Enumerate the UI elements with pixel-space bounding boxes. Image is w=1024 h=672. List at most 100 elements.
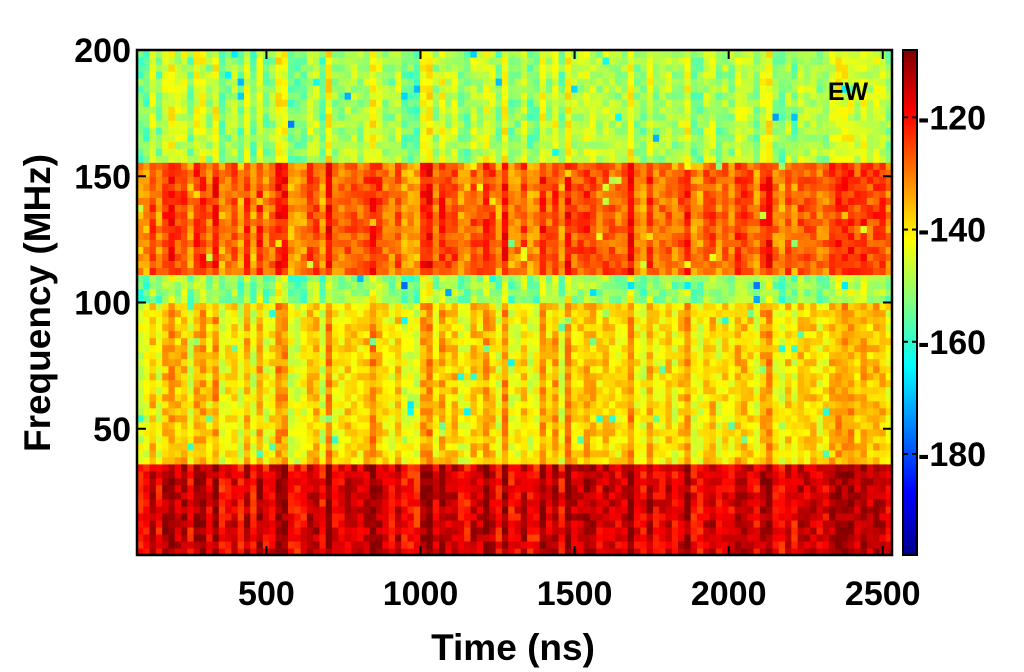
heatmap-cell [388, 99, 396, 107]
heatmap-cell [401, 337, 409, 346]
heatmap-cell [564, 330, 572, 339]
heatmap-cell [155, 92, 163, 100]
heatmap-cell [445, 316, 453, 325]
heatmap-cell [137, 365, 144, 374]
heatmap-cell [489, 204, 497, 212]
heatmap-cell [155, 260, 163, 269]
heatmap-cell [306, 232, 314, 240]
heatmap-cell [212, 183, 220, 191]
heatmap-cell [294, 162, 302, 170]
heatmap-cell [363, 71, 371, 79]
heatmap-cell [199, 512, 207, 521]
heatmap-cell [533, 351, 541, 360]
heatmap-cell [281, 393, 289, 402]
heatmap-cell [350, 71, 358, 79]
heatmap-cell [451, 225, 459, 233]
heatmap-cell [369, 407, 377, 416]
heatmap-cell [363, 302, 371, 311]
heatmap-cell [149, 169, 157, 177]
heatmap-cell [338, 218, 346, 226]
heatmap-cell [388, 274, 396, 283]
heatmap-cell [520, 288, 528, 297]
heatmap-cell [376, 484, 383, 493]
heatmap-cell [174, 526, 182, 535]
heatmap-cell [168, 456, 176, 465]
heatmap-cell [501, 309, 509, 318]
heatmap-cell [225, 463, 232, 472]
heatmap-cell [369, 372, 377, 381]
heatmap-cell [533, 302, 541, 311]
heatmap-cell [155, 463, 163, 472]
heatmap-cell [508, 218, 516, 226]
heatmap-cell [231, 239, 239, 247]
heatmap-cell [520, 330, 528, 339]
heatmap-cell [539, 78, 547, 86]
heatmap-cell [269, 183, 277, 191]
heatmap-cell [275, 85, 283, 93]
heatmap-cell [432, 127, 440, 135]
heatmap-cell [369, 386, 377, 395]
heatmap-cell [162, 344, 170, 353]
heatmap-cell [545, 50, 553, 58]
heatmap-cell [294, 400, 302, 409]
heatmap-cell [520, 190, 528, 198]
heatmap-cell [483, 120, 490, 128]
heatmap-cell [344, 386, 352, 395]
heatmap-cell [332, 274, 339, 283]
heatmap-cell [338, 323, 346, 332]
heatmap-cell [143, 253, 151, 262]
heatmap-cell [294, 190, 302, 198]
heatmap-cell [539, 358, 547, 367]
heatmap-cell [250, 50, 258, 58]
heatmap-cell [413, 421, 421, 430]
heatmap-cell [225, 225, 232, 233]
heatmap-cell [300, 176, 308, 184]
heatmap-cell [269, 316, 277, 325]
heatmap-cell [545, 288, 553, 297]
heatmap-cell [533, 470, 541, 479]
heatmap-cell [401, 491, 409, 500]
heatmap-cell [564, 463, 572, 472]
heatmap-cell [225, 120, 232, 128]
heatmap-cell [168, 547, 176, 555]
heatmap-cell [508, 71, 516, 79]
heatmap-cell [514, 253, 522, 262]
heatmap-cell [325, 85, 333, 93]
heatmap-cell [338, 78, 346, 86]
heatmap-cell [181, 190, 188, 198]
heatmap-cell [243, 498, 251, 507]
heatmap-cell [243, 337, 251, 346]
heatmap-cell [407, 85, 415, 93]
heatmap-cell [300, 428, 308, 437]
heatmap-cell [483, 484, 490, 493]
heatmap-cell [527, 260, 534, 269]
heatmap-cell [470, 323, 478, 332]
heatmap-cell [212, 449, 220, 458]
heatmap-cell [187, 176, 195, 184]
heatmap-cell [394, 421, 402, 430]
heatmap-cell [552, 99, 560, 107]
heatmap-cell [155, 344, 163, 353]
heatmap-cell [558, 225, 566, 233]
heatmap-cell [545, 519, 553, 528]
heatmap-cell [382, 239, 390, 247]
heatmap-cell [275, 428, 283, 437]
heatmap-cell [231, 218, 239, 226]
heatmap-cell [539, 386, 547, 395]
heatmap-cell [137, 330, 144, 339]
heatmap-cell [149, 134, 157, 142]
heatmap-cell [294, 225, 302, 233]
heatmap-cell [363, 442, 371, 451]
heatmap-cell [426, 547, 434, 555]
heatmap-cell [382, 435, 390, 444]
heatmap-cell [319, 365, 327, 374]
heatmap-cell [432, 540, 440, 549]
heatmap-cell [432, 190, 440, 198]
heatmap-cell [269, 330, 277, 339]
heatmap-cell [369, 57, 377, 65]
heatmap-cell [294, 78, 302, 86]
heatmap-cell [413, 491, 421, 500]
heatmap-cell [149, 148, 157, 156]
heatmap-cell [332, 197, 339, 205]
heatmap-cell [476, 323, 484, 332]
